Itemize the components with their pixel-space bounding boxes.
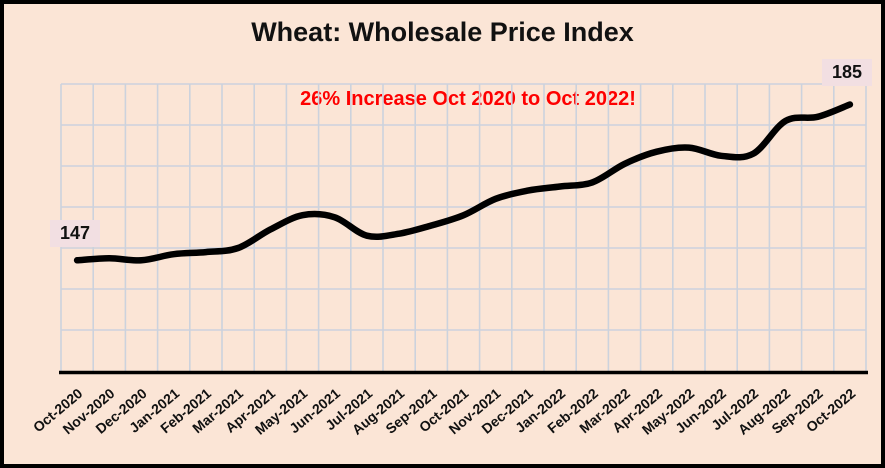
start-value-label: 147 bbox=[50, 220, 101, 247]
price-line bbox=[73, 101, 854, 264]
chart-title: Wheat: Wholesale Price Index bbox=[251, 17, 634, 47]
plot-canvas bbox=[59, 83, 868, 375]
increase-annotation: 26% Increase Oct 2020 to Oct 2022! bbox=[300, 88, 636, 110]
gridlines bbox=[60, 83, 867, 371]
end-value-label: 185 bbox=[822, 59, 873, 86]
